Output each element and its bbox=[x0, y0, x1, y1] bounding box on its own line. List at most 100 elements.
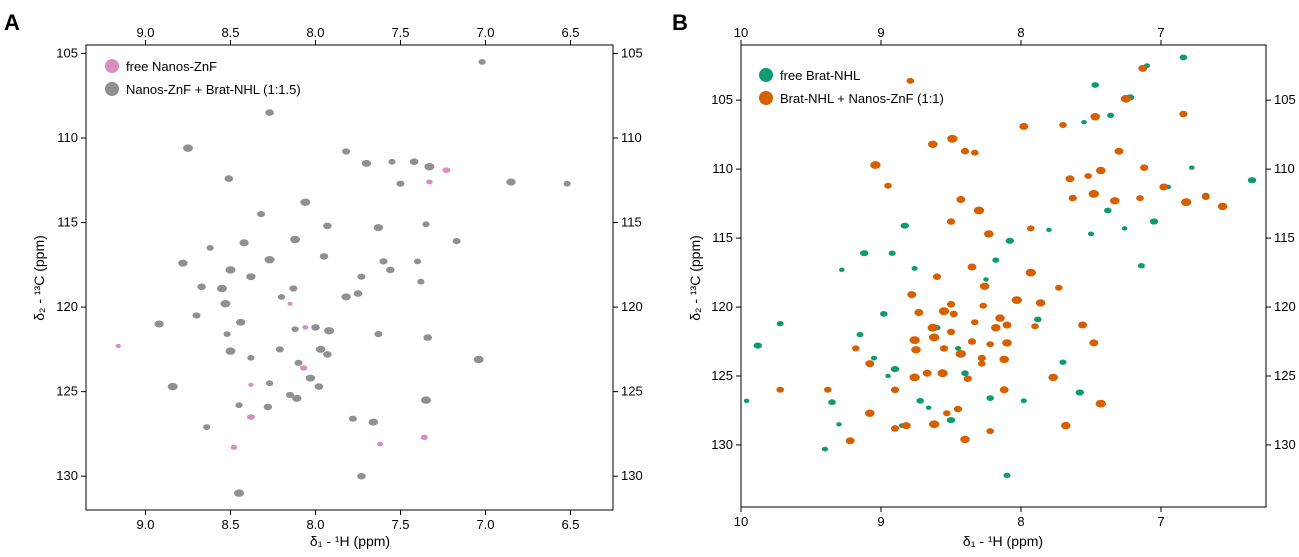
peak-free-nanos bbox=[377, 441, 384, 447]
peak-brat-nanos bbox=[1055, 284, 1063, 291]
y-tick-label-left: 105 bbox=[56, 45, 78, 60]
peak-brat-nanos bbox=[890, 386, 900, 394]
peak-free-nanos bbox=[246, 414, 255, 420]
peak-brat-nanos bbox=[1035, 299, 1046, 307]
peak-nanos-brat bbox=[323, 222, 332, 230]
peak-nanos-brat bbox=[413, 258, 422, 265]
x-tick-label-bottom: 8 bbox=[1017, 514, 1024, 529]
peak-free-nanos bbox=[302, 325, 309, 330]
peak-nanos-brat bbox=[247, 354, 255, 361]
peak-nanos-brat bbox=[357, 472, 366, 480]
peak-brat-nanos bbox=[1059, 122, 1067, 128]
peak-nanos-brat bbox=[206, 245, 214, 251]
peak-brat-nanos bbox=[999, 355, 1009, 364]
x-tick-label-top: 9 bbox=[877, 25, 884, 40]
peak-nanos-brat bbox=[292, 394, 302, 402]
peak-nanos-brat bbox=[417, 278, 425, 285]
peak-nanos-brat bbox=[236, 318, 246, 326]
peak-nanos-brat bbox=[423, 334, 433, 341]
peak-nanos-brat bbox=[154, 320, 164, 328]
peak-brat-nanos bbox=[929, 420, 940, 429]
peak-brat-nanos bbox=[865, 360, 875, 368]
peak-nanos-brat bbox=[342, 148, 351, 155]
peak-free-brat bbox=[1075, 389, 1085, 396]
peak-brat-nanos bbox=[1140, 164, 1149, 171]
peak-free-brat bbox=[828, 399, 836, 406]
peak-brat-nanos bbox=[1019, 122, 1029, 130]
peak-brat-nanos bbox=[776, 386, 784, 393]
x-tick-label-top: 7.0 bbox=[476, 25, 494, 40]
peak-brat-nanos bbox=[1096, 166, 1106, 175]
peak-free-brat bbox=[1149, 218, 1159, 225]
peak-free-nanos bbox=[426, 179, 433, 185]
peak-free-nanos bbox=[420, 434, 428, 440]
peak-nanos-brat bbox=[167, 382, 178, 391]
peak-nanos-brat bbox=[192, 312, 201, 319]
x-tick-label-bottom: 8.0 bbox=[306, 517, 324, 532]
peak-free-brat bbox=[946, 417, 956, 424]
peak-brat-nanos bbox=[1181, 198, 1192, 207]
peak-nanos-brat bbox=[357, 273, 366, 280]
peak-nanos-brat bbox=[506, 178, 516, 186]
peak-brat-nanos bbox=[1031, 323, 1039, 330]
peak-brat-nanos bbox=[943, 410, 951, 417]
panel-a-legend: free Nanos-ZnF Nanos-ZnF + Brat-NHL (1:1… bbox=[105, 59, 301, 97]
peak-nanos-brat bbox=[223, 331, 231, 337]
peak-brat-nanos bbox=[911, 346, 921, 354]
peak-brat-nanos bbox=[955, 350, 966, 358]
panel-b-label: B bbox=[672, 10, 688, 35]
x-tick-label-top: 7.5 bbox=[391, 25, 409, 40]
peak-nanos-brat bbox=[291, 326, 299, 332]
y-tick-label-right: 120 bbox=[1274, 299, 1296, 314]
peak-free-brat bbox=[925, 405, 932, 410]
peak-nanos-brat bbox=[197, 283, 206, 291]
peak-brat-nanos bbox=[1002, 339, 1012, 347]
peak-brat-nanos bbox=[1217, 202, 1228, 211]
peak-nanos-brat bbox=[314, 383, 324, 390]
peak-brat-nanos bbox=[922, 369, 932, 377]
peak-free-brat bbox=[839, 267, 845, 272]
peak-nanos-brat bbox=[300, 198, 311, 206]
peak-brat-nanos bbox=[1138, 64, 1148, 72]
peak-free-brat bbox=[916, 397, 924, 404]
peak-brat-nanos bbox=[991, 324, 1001, 332]
y-tick-label-left: 125 bbox=[56, 384, 78, 399]
peak-free-brat bbox=[1179, 54, 1188, 61]
panel-a-ticks: 9.0 9.0 8.5 8.5 8.0 8.0 7.5 7.5 7.0 7.0 6.5 6.5 105 1… bbox=[56, 25, 642, 532]
peak-free-nanos bbox=[230, 444, 238, 450]
peak-brat-nanos bbox=[1068, 194, 1077, 202]
peak-brat-nanos bbox=[999, 386, 1009, 394]
peak-brat-nanos bbox=[1048, 373, 1058, 382]
peak-free-nanos bbox=[442, 167, 451, 174]
x-tick-label-bottom: 7.0 bbox=[476, 517, 494, 532]
peak-brat-nanos bbox=[973, 206, 985, 215]
peak-free-brat bbox=[860, 250, 869, 257]
peak-nanos-brat bbox=[224, 175, 234, 182]
peak-nanos-brat bbox=[294, 359, 303, 366]
peak-free-brat bbox=[900, 222, 909, 229]
panel-a: A 9.0 9.0 8.5 8.5 8.0 8.0 7.5 7.5 7.0 7.0 6.5 6.5 10… bbox=[4, 10, 643, 549]
peak-free-brat bbox=[1046, 227, 1052, 232]
x-tick-label-top: 8 bbox=[1017, 25, 1024, 40]
peak-brat-nanos bbox=[971, 319, 979, 326]
peak-free-brat bbox=[911, 266, 918, 271]
peak-nanos-brat bbox=[225, 266, 236, 274]
peak-nanos-brat bbox=[386, 266, 395, 274]
peak-brat-nanos bbox=[1078, 321, 1088, 329]
peak-brat-nanos bbox=[995, 314, 1005, 322]
peak-free-brat bbox=[885, 373, 891, 379]
peak-brat-nanos bbox=[1025, 268, 1037, 277]
peak-nanos-brat bbox=[311, 324, 320, 331]
peak-nanos-brat bbox=[315, 345, 326, 353]
peak-free-brat bbox=[1091, 82, 1099, 88]
legend-marker-nanos-brat bbox=[105, 82, 119, 96]
peak-nanos-brat bbox=[422, 221, 430, 228]
peak-free-brat bbox=[1087, 231, 1095, 237]
peak-free-brat bbox=[961, 370, 969, 377]
y-tick-label-left: 130 bbox=[711, 437, 733, 452]
peak-nanos-brat bbox=[324, 327, 335, 335]
peak-brat-nanos bbox=[946, 301, 956, 308]
panel-a-peaks bbox=[115, 59, 571, 497]
peak-brat-nanos bbox=[865, 409, 875, 417]
